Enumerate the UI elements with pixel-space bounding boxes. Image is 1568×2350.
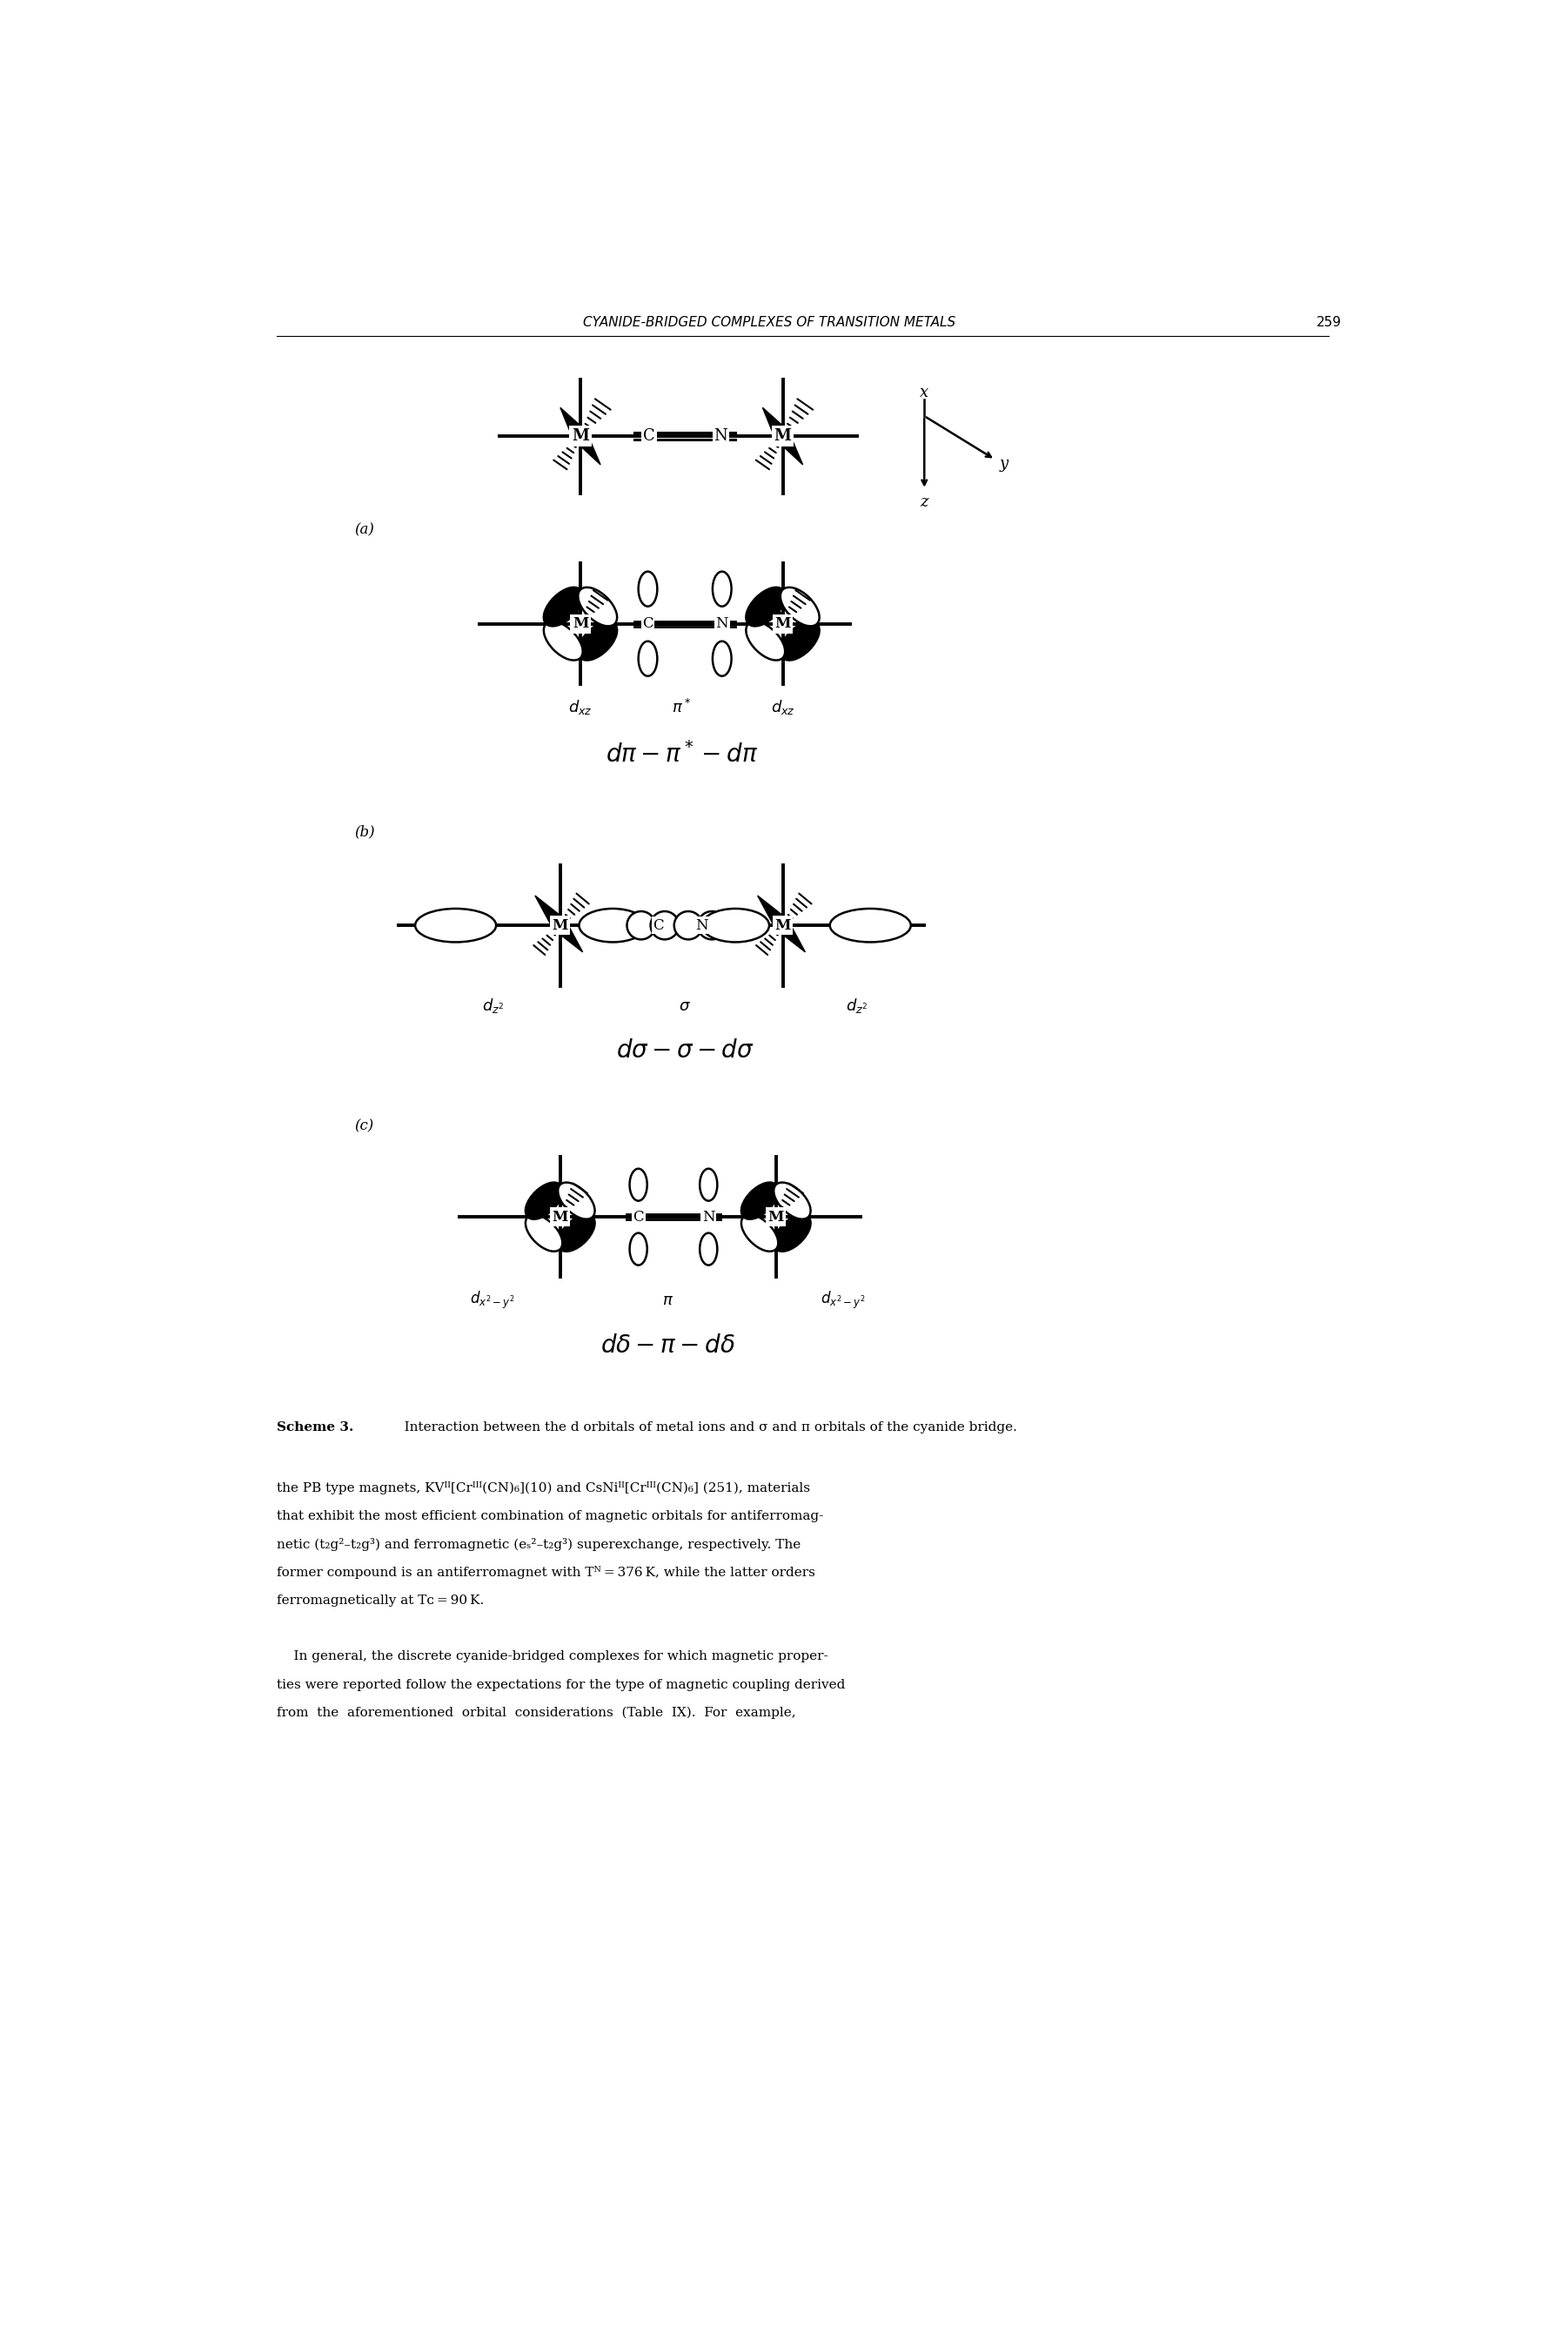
Text: CYANIDE-BRIDGED COMPLEXES OF TRANSITION METALS: CYANIDE-BRIDGED COMPLEXES OF TRANSITION … xyxy=(583,315,955,329)
Text: N: N xyxy=(696,919,709,933)
Ellipse shape xyxy=(702,909,770,942)
Ellipse shape xyxy=(579,909,646,942)
Polygon shape xyxy=(764,597,789,627)
Ellipse shape xyxy=(416,909,495,942)
Ellipse shape xyxy=(674,912,702,940)
Ellipse shape xyxy=(558,1182,594,1220)
Polygon shape xyxy=(776,432,803,465)
Polygon shape xyxy=(560,407,586,442)
Ellipse shape xyxy=(579,588,618,625)
Text: 259: 259 xyxy=(1316,315,1342,329)
Ellipse shape xyxy=(781,588,820,625)
Polygon shape xyxy=(762,407,789,442)
Ellipse shape xyxy=(544,620,583,660)
Text: N: N xyxy=(715,616,729,632)
Polygon shape xyxy=(778,921,806,952)
Text: M: M xyxy=(768,1210,784,1224)
Text: M: M xyxy=(775,919,790,933)
Text: $\pi^*$: $\pi^*$ xyxy=(673,698,691,717)
Text: $d_{xz}$: $d_{xz}$ xyxy=(568,698,593,717)
Text: (a): (a) xyxy=(354,522,375,538)
Text: M: M xyxy=(775,428,792,444)
Text: netic (t₂g²–t₂g³) and ferromagnetic (eₛ²–t₂g³) superexchange, respectively. The: netic (t₂g²–t₂g³) and ferromagnetic (eₛ²… xyxy=(278,1537,801,1551)
Ellipse shape xyxy=(699,1234,717,1264)
Text: C: C xyxy=(643,616,654,632)
Ellipse shape xyxy=(699,1168,717,1201)
Text: ferromagnetically at Tᴄ = 90 K.: ferromagnetically at Tᴄ = 90 K. xyxy=(278,1593,485,1607)
Ellipse shape xyxy=(627,912,655,940)
Text: that exhibit the most efficient combination of magnetic orbitals for antiferroma: that exhibit the most efficient combinat… xyxy=(278,1509,823,1523)
Polygon shape xyxy=(535,895,566,931)
Ellipse shape xyxy=(712,571,731,606)
Text: $d\sigma - \sigma - d\sigma$: $d\sigma - \sigma - d\sigma$ xyxy=(616,1039,754,1062)
Ellipse shape xyxy=(746,588,786,625)
Text: In general, the discrete cyanide-bridged complexes for which magnetic proper-: In general, the discrete cyanide-bridged… xyxy=(278,1650,828,1664)
Text: ties were reported follow the expectations for the type of magnetic coupling der: ties were reported follow the expectatio… xyxy=(278,1678,845,1692)
Ellipse shape xyxy=(651,912,679,940)
Text: z: z xyxy=(920,494,928,510)
Ellipse shape xyxy=(773,1182,811,1220)
Text: the PB type magnets, KVᴵᴵ[Crᴵᴵᴵ(CN)₆](10) and CsNiᴵᴵ[Crᴵᴵᴵ(CN)₆] (251), material: the PB type magnets, KVᴵᴵ[Crᴵᴵᴵ(CN)₆](10… xyxy=(278,1480,811,1495)
Ellipse shape xyxy=(579,620,618,660)
Ellipse shape xyxy=(630,1168,648,1201)
Text: $d\delta - \pi - d\delta$: $d\delta - \pi - d\delta$ xyxy=(601,1335,735,1358)
Ellipse shape xyxy=(742,1215,778,1250)
Text: $\sigma$: $\sigma$ xyxy=(679,999,691,1013)
Text: M: M xyxy=(775,616,790,632)
Text: $d_{xz}$: $d_{xz}$ xyxy=(770,698,795,717)
Text: C: C xyxy=(643,428,655,444)
Ellipse shape xyxy=(698,912,726,940)
Text: $d_{z^2}$: $d_{z^2}$ xyxy=(481,996,503,1015)
Text: M: M xyxy=(572,428,590,444)
Text: former compound is an antiferromagnet with Tᴺ = 376 K, while the latter orders: former compound is an antiferromagnet wi… xyxy=(278,1565,815,1579)
Text: M: M xyxy=(552,919,568,933)
Polygon shape xyxy=(555,921,583,952)
Text: $\pi$: $\pi$ xyxy=(662,1293,674,1309)
Text: C: C xyxy=(654,919,665,933)
Text: $d_{z^2}$: $d_{z^2}$ xyxy=(845,996,869,1015)
Ellipse shape xyxy=(630,1234,648,1264)
Text: N: N xyxy=(702,1210,715,1224)
Text: from  the  aforementioned  orbital  considerations  (Table  IX).  For  example,: from the aforementioned orbital consider… xyxy=(278,1706,797,1720)
Polygon shape xyxy=(757,895,789,931)
Ellipse shape xyxy=(829,909,911,942)
Text: y: y xyxy=(999,456,1008,472)
Text: N: N xyxy=(713,428,728,444)
Text: Interaction between the d orbitals of metal ions and σ and π orbitals of the cya: Interaction between the d orbitals of me… xyxy=(392,1422,1018,1434)
Polygon shape xyxy=(561,597,586,627)
Ellipse shape xyxy=(712,642,731,677)
Ellipse shape xyxy=(525,1182,563,1220)
Text: M: M xyxy=(552,1210,568,1224)
Text: x: x xyxy=(920,385,928,400)
Ellipse shape xyxy=(638,571,657,606)
Text: Scheme 3.: Scheme 3. xyxy=(278,1422,354,1434)
Ellipse shape xyxy=(742,1182,778,1220)
Text: M: M xyxy=(572,616,588,632)
Text: $d_{x^2-y^2}$: $d_{x^2-y^2}$ xyxy=(822,1290,866,1311)
Ellipse shape xyxy=(638,642,657,677)
Polygon shape xyxy=(574,432,601,465)
Text: $d_{x^2-y^2}$: $d_{x^2-y^2}$ xyxy=(470,1290,516,1311)
Text: C: C xyxy=(633,1210,644,1224)
Text: $d\pi - \pi^* - d\pi$: $d\pi - \pi^* - d\pi$ xyxy=(605,743,757,768)
Ellipse shape xyxy=(558,1215,594,1250)
Ellipse shape xyxy=(781,620,820,660)
Text: (c): (c) xyxy=(354,1119,373,1133)
Text: (b): (b) xyxy=(354,825,375,839)
Ellipse shape xyxy=(773,1215,811,1250)
Ellipse shape xyxy=(525,1215,563,1250)
Ellipse shape xyxy=(746,620,786,660)
Ellipse shape xyxy=(544,588,583,625)
